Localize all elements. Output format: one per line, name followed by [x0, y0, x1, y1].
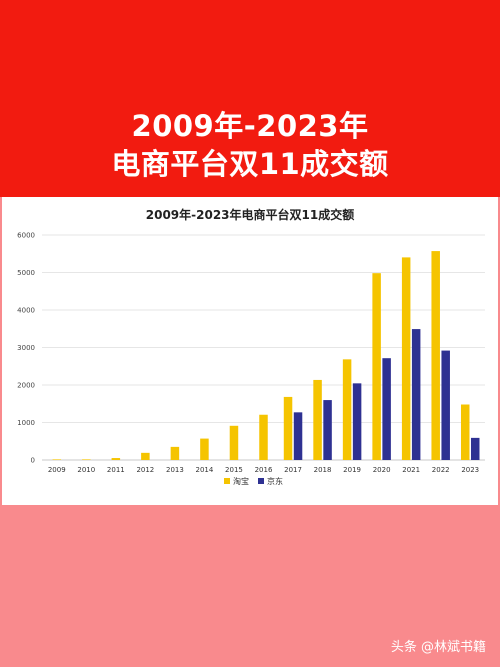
y-tick-label: 5000 [17, 269, 35, 277]
x-tick-label: 2022 [432, 466, 450, 474]
bar-taobao-2018 [313, 379, 322, 460]
x-tick-label: 2012 [136, 466, 154, 474]
x-tick-label: 2015 [225, 466, 243, 474]
bar-jd-2020 [382, 358, 391, 460]
header-banner: 2009年-2023年 电商平台双11成交额 [0, 0, 500, 197]
footer-area: 头条 @林斌书籍 [0, 505, 500, 667]
bar-jd-2023 [470, 437, 480, 460]
bar-taobao-2021 [401, 257, 411, 460]
x-tick-label: 2020 [373, 466, 391, 474]
page-title-line2: 电商平台双11成交额 [111, 147, 389, 181]
page-title-line1: 2009年-2023年 [131, 109, 369, 143]
bar-taobao-2009 [52, 459, 62, 460]
x-tick-label: 2021 [402, 466, 420, 474]
bar-taobao-2023 [460, 404, 470, 460]
legend-label-jd: 京东 [267, 476, 283, 486]
bar-taobao-2019 [342, 359, 352, 460]
y-tick-label: 6000 [17, 232, 35, 240]
chart-panel: 2009年-2023年电商平台双11成交额 0 1000 2000 3000 4000 50… [2, 197, 498, 505]
y-tick-label: 2000 [17, 382, 35, 390]
bar-jd-2019 [352, 383, 362, 460]
bar-taobao-2017 [283, 396, 293, 460]
x-tick-label: 2010 [77, 466, 95, 474]
x-tick-label: 2011 [107, 466, 125, 474]
x-tick-label: 2023 [461, 466, 479, 474]
watermark: 头条 @林斌书籍 [390, 640, 486, 655]
x-tick-label: 2016 [255, 466, 273, 474]
x-tick-label: 2017 [284, 466, 302, 474]
legend-swatch-taobao [224, 478, 230, 484]
chart-title: 2009年-2023年电商平台双11成交额 [146, 207, 354, 222]
x-tick-label: 2014 [196, 466, 214, 474]
bar-taobao-2016 [259, 414, 268, 460]
bar-taobao-2022 [431, 251, 440, 460]
bar-jd-2022 [441, 350, 450, 460]
y-tick-label: 1000 [17, 419, 35, 427]
bar-taobao-2015 [229, 425, 239, 460]
bar-jd-2017 [293, 412, 303, 460]
legend-swatch-jd [258, 478, 264, 484]
bar-jd-2018 [323, 400, 332, 460]
bar-taobao-2011 [111, 458, 121, 460]
bar-jd-2021 [411, 329, 421, 460]
x-tick-label: 2009 [48, 466, 66, 474]
y-tick-label: 4000 [17, 307, 35, 315]
bar-taobao-2012 [141, 452, 150, 460]
x-tick-label: 2019 [343, 466, 361, 474]
y-tick-label: 3000 [17, 344, 35, 352]
y-tick-label: 0 [31, 457, 35, 465]
x-tick-label: 2013 [166, 466, 184, 474]
bar-taobao-2014 [200, 438, 209, 460]
bar-taobao-2010 [82, 459, 91, 460]
x-tick-label: 2018 [314, 466, 332, 474]
bar-taobao-2013 [170, 446, 180, 460]
bar-chart: 2009年-2023年电商平台双11成交额 0 1000 2000 3000 4000 50… [17, 207, 485, 486]
legend-label-taobao: 淘宝 [233, 476, 249, 486]
bar-taobao-2020 [372, 273, 381, 460]
